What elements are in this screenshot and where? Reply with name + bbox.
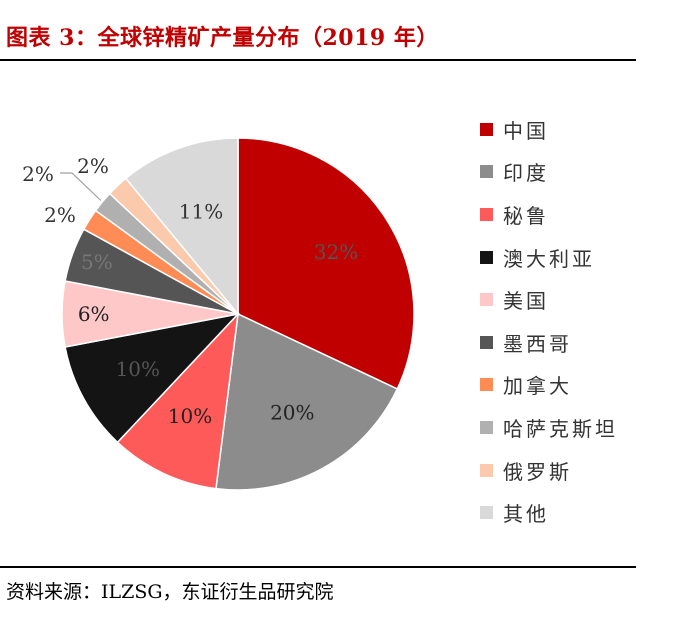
legend-item-8: 哈萨克斯坦: [480, 406, 618, 449]
slice-label-5: 6%: [78, 302, 110, 326]
legend-item-7: 加拿大: [480, 364, 618, 407]
legend-label: 其他: [503, 502, 549, 527]
legend-item-4: 澳大利亚: [480, 236, 618, 279]
slice-label-3: 10%: [168, 404, 212, 428]
legend-label: 秘鲁: [503, 203, 549, 228]
pie-slice-2: [215, 312, 399, 491]
legend-swatch: [480, 335, 493, 349]
legend-swatch: [480, 207, 493, 221]
slice-label-7: 2%: [44, 203, 76, 227]
legend: 中国印度秘鲁澳大利亚美国墨西哥加拿大哈萨克斯坦俄罗斯其他: [480, 108, 618, 534]
legend-swatch: [480, 250, 493, 264]
legend-swatch: [480, 506, 493, 520]
legend-item-9: 俄罗斯: [480, 449, 618, 492]
leader-lines: [60, 172, 102, 201]
legend-item-1: 中国: [480, 108, 618, 151]
legend-swatch: [480, 293, 493, 307]
slice-labels: 32%20%10%10%6%5%2%2% 2%11%: [22, 154, 358, 428]
bottom-rule: [0, 566, 636, 568]
pie-slice-4: [64, 312, 241, 444]
slice-label-9: 2%: [77, 154, 109, 178]
legend-label: 俄罗斯: [503, 459, 572, 484]
legend-item-6: 墨西哥: [480, 321, 618, 364]
slice-label-6: 5%: [81, 250, 113, 274]
slice-label-8: 2%: [22, 162, 54, 186]
legend-label: 加拿大: [503, 374, 572, 399]
legend-swatch: [480, 463, 493, 477]
pie-slices: [61, 137, 415, 491]
legend-label: 印度: [503, 161, 549, 186]
top-rule: [0, 59, 636, 61]
legend-swatch: [480, 165, 493, 179]
slice-label-10: 11%: [179, 199, 223, 223]
legend-label: 墨西哥: [503, 331, 572, 356]
legend-item-2: 印度: [480, 151, 618, 194]
slice-label-1: 32%: [314, 240, 358, 264]
legend-item-5: 美国: [480, 278, 618, 321]
legend-label: 中国: [503, 118, 549, 143]
legend-label: 澳大利亚: [503, 246, 595, 271]
legend-item-3: 秘鲁: [480, 193, 618, 236]
leader-line-8: [60, 172, 102, 201]
pie-slice-1: [237, 137, 415, 390]
source-note: 资料来源：ILZSG，东证衍生品研究院: [6, 581, 334, 603]
slice-label-2: 20%: [270, 401, 314, 425]
pie-slice-10: [124, 137, 239, 317]
legend-swatch: [480, 378, 493, 392]
legend-label: 哈萨克斯坦: [503, 416, 618, 441]
legend-item-10: 其他: [480, 491, 618, 534]
chart-title: 图表 3：全球锌精矿产量分布（2019 年）: [6, 25, 439, 51]
pie-slice-3: [116, 311, 240, 490]
legend-swatch: [480, 122, 493, 136]
legend-label: 美国: [503, 289, 549, 314]
legend-swatch: [480, 420, 493, 434]
slice-label-4: 10%: [116, 357, 160, 381]
